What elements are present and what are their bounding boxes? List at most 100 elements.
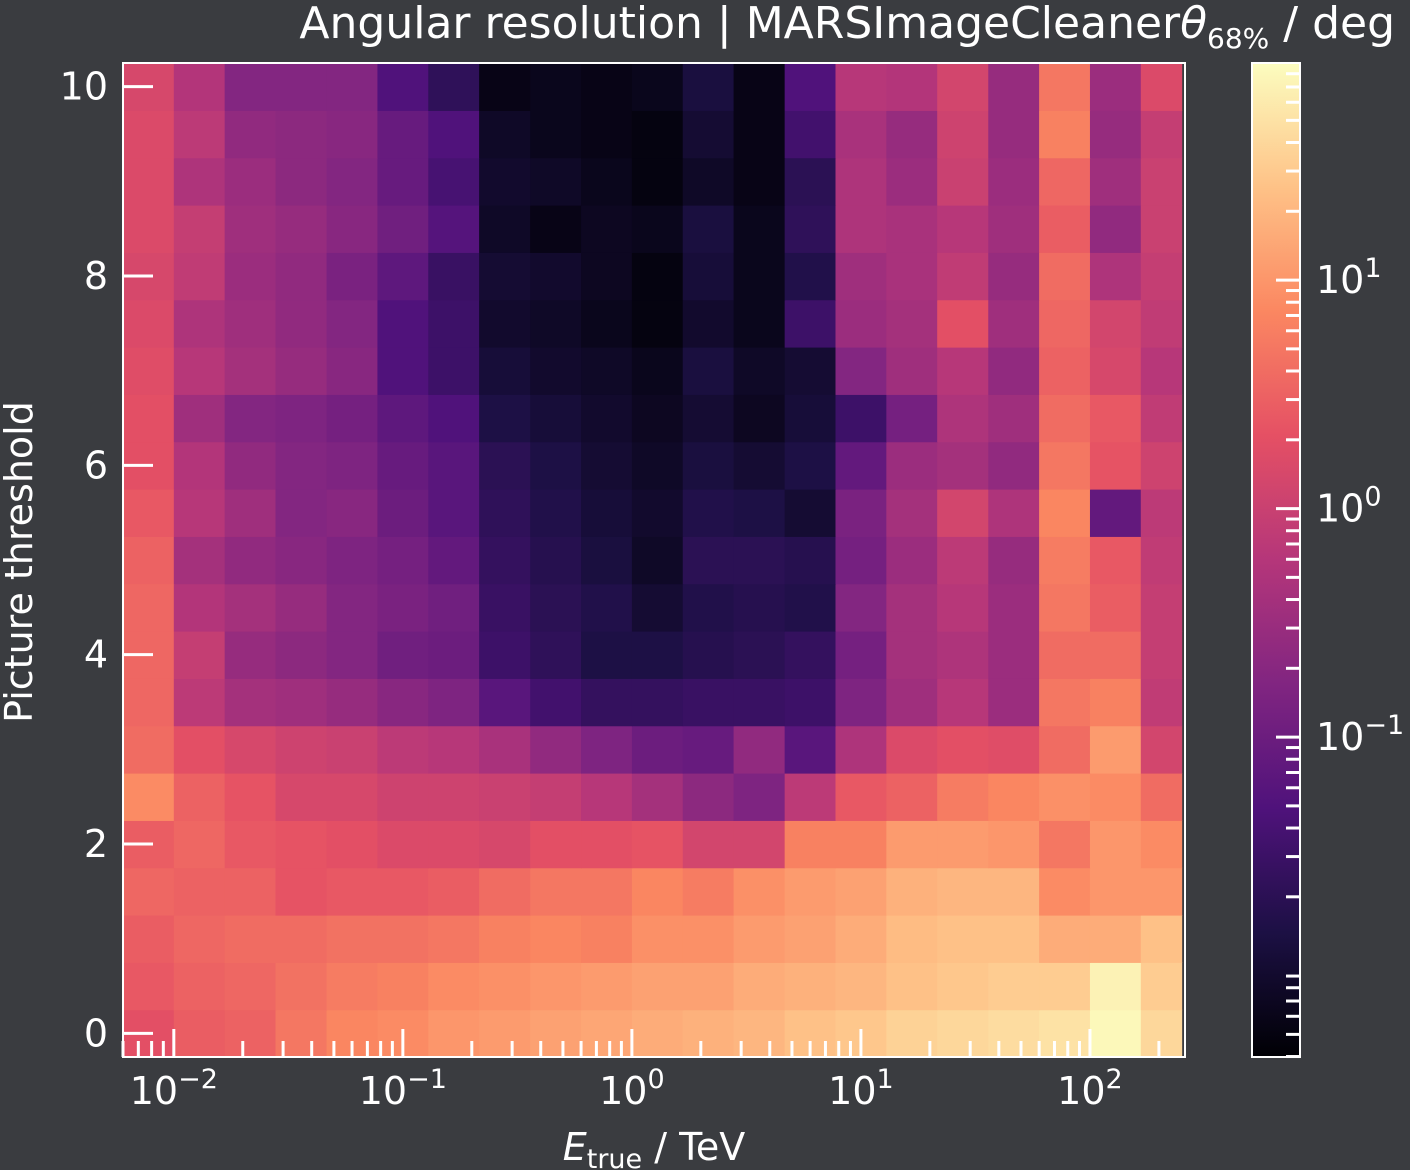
heatmap-cell: [479, 820, 531, 869]
colorbar-tick-label: 101: [1316, 253, 1382, 302]
heatmap-cell: [530, 820, 582, 869]
heatmap-cell: [224, 252, 277, 301]
heatmap-cell: [123, 205, 175, 253]
heatmap-cell: [835, 157, 887, 206]
heatmap-cell: [224, 489, 277, 537]
heatmap-cell: [581, 205, 633, 253]
heatmap-cell: [173, 299, 226, 348]
heatmap-cell: [173, 441, 226, 490]
heatmap-cell: [1089, 725, 1142, 774]
heatmap-cell: [224, 631, 277, 679]
heatmap-cell: [224, 962, 277, 1011]
heatmap-cell: [1089, 205, 1142, 253]
heatmap-cell: [173, 63, 226, 111]
heatmap-cell: [428, 583, 480, 632]
heatmap-cell: [377, 347, 429, 395]
heatmap-cell: [123, 157, 175, 206]
heatmap-cell: [937, 867, 989, 916]
heatmap-cell: [1140, 1009, 1183, 1058]
heatmap-cell: [326, 394, 379, 443]
heatmap-cell: [835, 299, 887, 348]
heatmap-cell: [937, 1009, 989, 1058]
heatmap-cell: [581, 820, 633, 869]
heatmap-cell: [733, 110, 786, 159]
heatmap-cell: [631, 347, 684, 395]
heatmap-cell: [784, 489, 837, 537]
heatmap-cell: [733, 157, 786, 206]
heatmap-cell: [530, 299, 582, 348]
heatmap-cell: [1039, 915, 1091, 963]
heatmap-cell: [886, 962, 938, 1011]
heatmap-cell: [275, 205, 328, 253]
heatmap-cell: [479, 157, 531, 206]
heatmap-cell: [682, 536, 735, 585]
heatmap-cell: [173, 725, 226, 774]
heatmap-cell: [835, 915, 887, 963]
heatmap-cell: [733, 394, 786, 443]
heatmap-cell: [428, 915, 480, 963]
heatmap-cell: [1140, 962, 1183, 1011]
heatmap-cell: [886, 205, 938, 253]
heatmap-cell: [173, 678, 226, 727]
heatmap-cell: [326, 678, 379, 727]
heatmap-cell: [1039, 252, 1091, 301]
heatmap-cell: [428, 962, 480, 1011]
heatmap-cell: [631, 110, 684, 159]
heatmap-cell: [988, 820, 1040, 869]
heatmap-cell: [581, 63, 633, 111]
heatmap-cell: [581, 915, 633, 963]
heatmap-cell: [173, 867, 226, 916]
heatmap-cell: [937, 678, 989, 727]
heatmap-cell: [937, 299, 989, 348]
heatmap-cell: [1039, 157, 1091, 206]
heatmap-cell: [886, 110, 938, 159]
heatmap-cell: [377, 725, 429, 774]
heatmap-cell: [631, 631, 684, 679]
heatmap-cell: [784, 63, 837, 111]
heatmap-cell: [1089, 915, 1142, 963]
y-tick-label: 10: [60, 65, 108, 109]
heatmap-cell: [377, 394, 429, 443]
heatmap-cell: [123, 962, 175, 1011]
heatmap-cell: [428, 725, 480, 774]
heatmap-cell: [428, 867, 480, 916]
heatmap-cell: [530, 725, 582, 774]
heatmap-cell: [1039, 820, 1091, 869]
heatmap-cell: [1089, 962, 1142, 1011]
heatmap-cell: [631, 489, 684, 537]
heatmap-cell: [1140, 157, 1183, 206]
heatmap-cell: [224, 110, 277, 159]
heatmap-cell: [733, 299, 786, 348]
heatmap-cell: [988, 915, 1040, 963]
heatmap-cell: [835, 678, 887, 727]
heatmap-cell: [224, 63, 277, 111]
heatmap-cell: [377, 205, 429, 253]
heatmap-cell: [581, 110, 633, 159]
heatmap-cell: [581, 773, 633, 821]
heatmap-cell: [886, 299, 938, 348]
x-tick-label: 101: [828, 1064, 894, 1113]
heatmap-cell: [428, 489, 480, 537]
heatmap-cell: [123, 725, 175, 774]
x-tick-label: 100: [599, 1064, 665, 1113]
heatmap-cell: [377, 631, 429, 679]
heatmap-cell: [224, 773, 277, 821]
heatmap-cell: [937, 915, 989, 963]
heatmap-cell: [784, 583, 837, 632]
heatmap-cell: [937, 583, 989, 632]
heatmap-cell: [1140, 583, 1183, 632]
heatmap-cell: [377, 867, 429, 916]
heatmap-cell: [1089, 489, 1142, 537]
heatmap-cell: [988, 394, 1040, 443]
heatmap-cell: [682, 631, 735, 679]
heatmap-cell: [682, 299, 735, 348]
heatmap-cell: [581, 157, 633, 206]
heatmap-cell: [784, 110, 837, 159]
y-axis: 0 2 4 6 8 10: [60, 65, 153, 1055]
heatmap-cell: [224, 820, 277, 869]
heatmap-cell: [835, 536, 887, 585]
x-tick-label: 102: [1057, 1064, 1123, 1113]
heatmap-cell: [886, 631, 938, 679]
heatmap-cell: [937, 631, 989, 679]
heatmap-cell: [1089, 441, 1142, 490]
